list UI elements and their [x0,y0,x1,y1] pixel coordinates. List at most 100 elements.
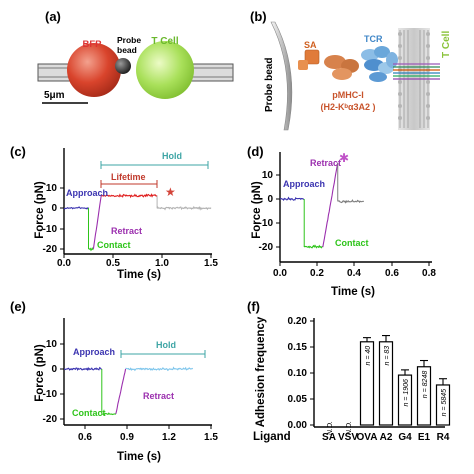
chart-c-annotation: Lifetime [111,172,146,182]
chart-d-traces [279,162,365,249]
chart-f: (f) Adhesion frequency Ligand 0.00 0.05 … [247,299,451,443]
chart-e-ylabel: Force (pN) [34,344,46,402]
tcr-label: TCR [364,34,383,44]
probe-bead [115,58,131,74]
probe-bead-label: Probe bead [264,58,275,112]
pmhc-label: pMHC-I [332,90,364,100]
chart-f-bars: N.D. N.D. n = 40 n = 83 n = 1906 n = 8248 n = … [327,335,451,435]
chart-f-bar-label: n = 5845 [441,389,448,417]
chart-d-xtick-label: 0.2 [310,268,324,279]
chart-f-category-label: G4 [398,432,412,443]
chart-c-xlabel: Time (s) [117,269,161,281]
chart-e-trace-retract [115,368,127,414]
panel-a: (a) BFP Probe bead T Cell 5μm [37,9,234,104]
chart-d-trace-retract [322,162,339,248]
chart-f-ytick-label: 0.00 [288,420,308,431]
chart-c-trace-baseline [156,205,212,211]
chart-e-xtick-label: 1.2 [162,432,176,443]
chart-c-ytick-label: 0 [51,203,57,214]
panel-e-label: (e) [10,299,26,314]
chart-f-category-label: OVA [357,432,378,443]
chart-e-annotation: Hold [156,340,176,350]
chart-f-category-label: A2 [380,432,393,443]
chart-e-xtick-label: 0.6 [78,432,92,443]
chart-d-annotation: Approach [283,179,325,189]
chart-c-trace-lifetime [101,193,158,199]
panel-d-label: (d) [247,144,264,159]
chart-c-trace-contact [88,246,94,252]
chart-c-yticks: -20 -10 0 10 [43,183,64,255]
chart-d-xtick-label: 0.6 [385,268,399,279]
chart-d-xtick-label: 0.4 [347,268,361,279]
chart-e-traces [64,366,194,416]
chart-f-ytick-label: 0.20 [288,316,308,327]
chart-c-annotation: Contact [97,240,131,250]
chart-c-plot: 0.0 0.5 1.0 1.5 -20 -10 0 10 Approach Co… [43,148,218,269]
chart-e-ytick-label: 10 [46,339,58,350]
chart-d-plot: 0.0 0.2 0.4 0.6 0.8 -20 -10 0 10 Approac… [259,151,437,279]
chart-e-plot: 0.6 0.9 1.2 1.5 -20 -10 0 10 Approach Co… [43,318,218,443]
tcell-label-b: T Cell [441,31,452,58]
chart-c-xtick-label: 0.5 [106,258,120,269]
chart-e-xtick-label: 0.9 [120,432,134,443]
chart-e-annotation: Approach [73,347,115,357]
chart-f-row-label: Ligand [253,431,291,443]
chart-c: (c) Force (pN) Time (s) 0.0 0.5 1.0 1.5 [10,144,218,281]
chart-c-trace-retract [92,195,102,249]
chart-f-bar-label: n = 40 [365,346,372,366]
chart-d-ylabel: Force (pN) [251,181,263,239]
panel-b: (b) Probe bead SA pMHC-I (H2-Kᵇα3A2 ) TC… [250,9,452,131]
chart-d-xtick-label: 0.0 [273,268,287,279]
chart-f-bar-label: n = 83 [384,346,391,366]
chart-f-category-label: SA [322,432,336,443]
chart-d-annotation: Retract [310,158,341,168]
chart-e-ytick-label: 0 [51,364,57,375]
chart-d-ytick-label: -10 [259,218,274,229]
chart-e-xtick-label: 1.5 [204,432,218,443]
chart-e-xticks: 0.6 0.9 1.2 1.5 [78,425,218,443]
chart-e-ytick-label: -10 [43,389,58,400]
chart-f-yticks: 0.00 0.05 0.10 0.15 0.20 [288,316,314,431]
chart-c-lifetime-bracket [100,180,158,188]
chart-e-ytick-label: -20 [43,414,58,425]
chart-e-annotation: Contact [72,408,106,418]
chart-c-hold-bracket [100,161,209,169]
bfp-red-blood-cell [67,43,121,97]
chart-f-category-label: VSV [338,432,358,443]
chart-d-trace-contact [303,244,323,249]
panel-b-label: (b) [250,9,267,24]
chart-e-xlabel: Time (s) [117,451,161,463]
chart-d-yticks: -20 -10 0 10 [259,170,280,253]
chart-c-ytick-label: -10 [43,224,58,235]
chart-e-annotations: Approach Contact Retract Hold [72,340,206,418]
chart-f-category-label: R4 [437,432,450,443]
probe-bead-surface [270,21,293,131]
chart-f-ytick-label: 0.10 [288,368,308,379]
chart-f-ytick-label: 0.15 [288,342,308,353]
chart-e-trace-approach [64,366,102,372]
chart-c-traces [63,193,212,252]
chart-c-annotation: Hold [162,151,182,161]
chart-c-xticks: 0.0 0.5 1.0 1.5 [57,254,218,269]
chart-d: (d) Force (pN) Time (s) 0.0 0.2 0.4 0.6 … [247,144,436,298]
bfp-label: BFP [83,39,103,50]
chart-c-annotation: Approach [66,188,108,198]
chart-e-trace-hold [125,366,194,372]
chart-c-ytick-label: 10 [46,183,58,194]
t-cell [136,41,194,99]
chart-e-trace-contact [101,412,117,416]
chart-f-category-labels: SA VSV OVA A2 G4 E1 R4 [322,432,450,443]
chart-d-star-icon: ✱ [339,151,349,165]
chart-f-bar-label: n = 1906 [403,379,410,407]
chart-f-ylabel: Adhesion frequency [255,316,267,427]
chart-e-yticks: -20 -10 0 10 [43,339,64,425]
chart-c-xtick-label: 0.0 [57,258,71,269]
chart-c-ytick-label: -20 [43,244,58,255]
bead-label: bead [117,45,137,55]
panel-c-label: (c) [10,144,26,159]
chart-c-star-icon: ★ [165,185,176,199]
chart-f-category-label: E1 [418,432,431,443]
chart-d-trace-approach [279,196,305,201]
chart-e: (e) Force (pN) Time (s) 0.6 0.9 1.2 1.5 [10,299,218,463]
chart-f-ytick-label: 0.05 [288,394,308,405]
